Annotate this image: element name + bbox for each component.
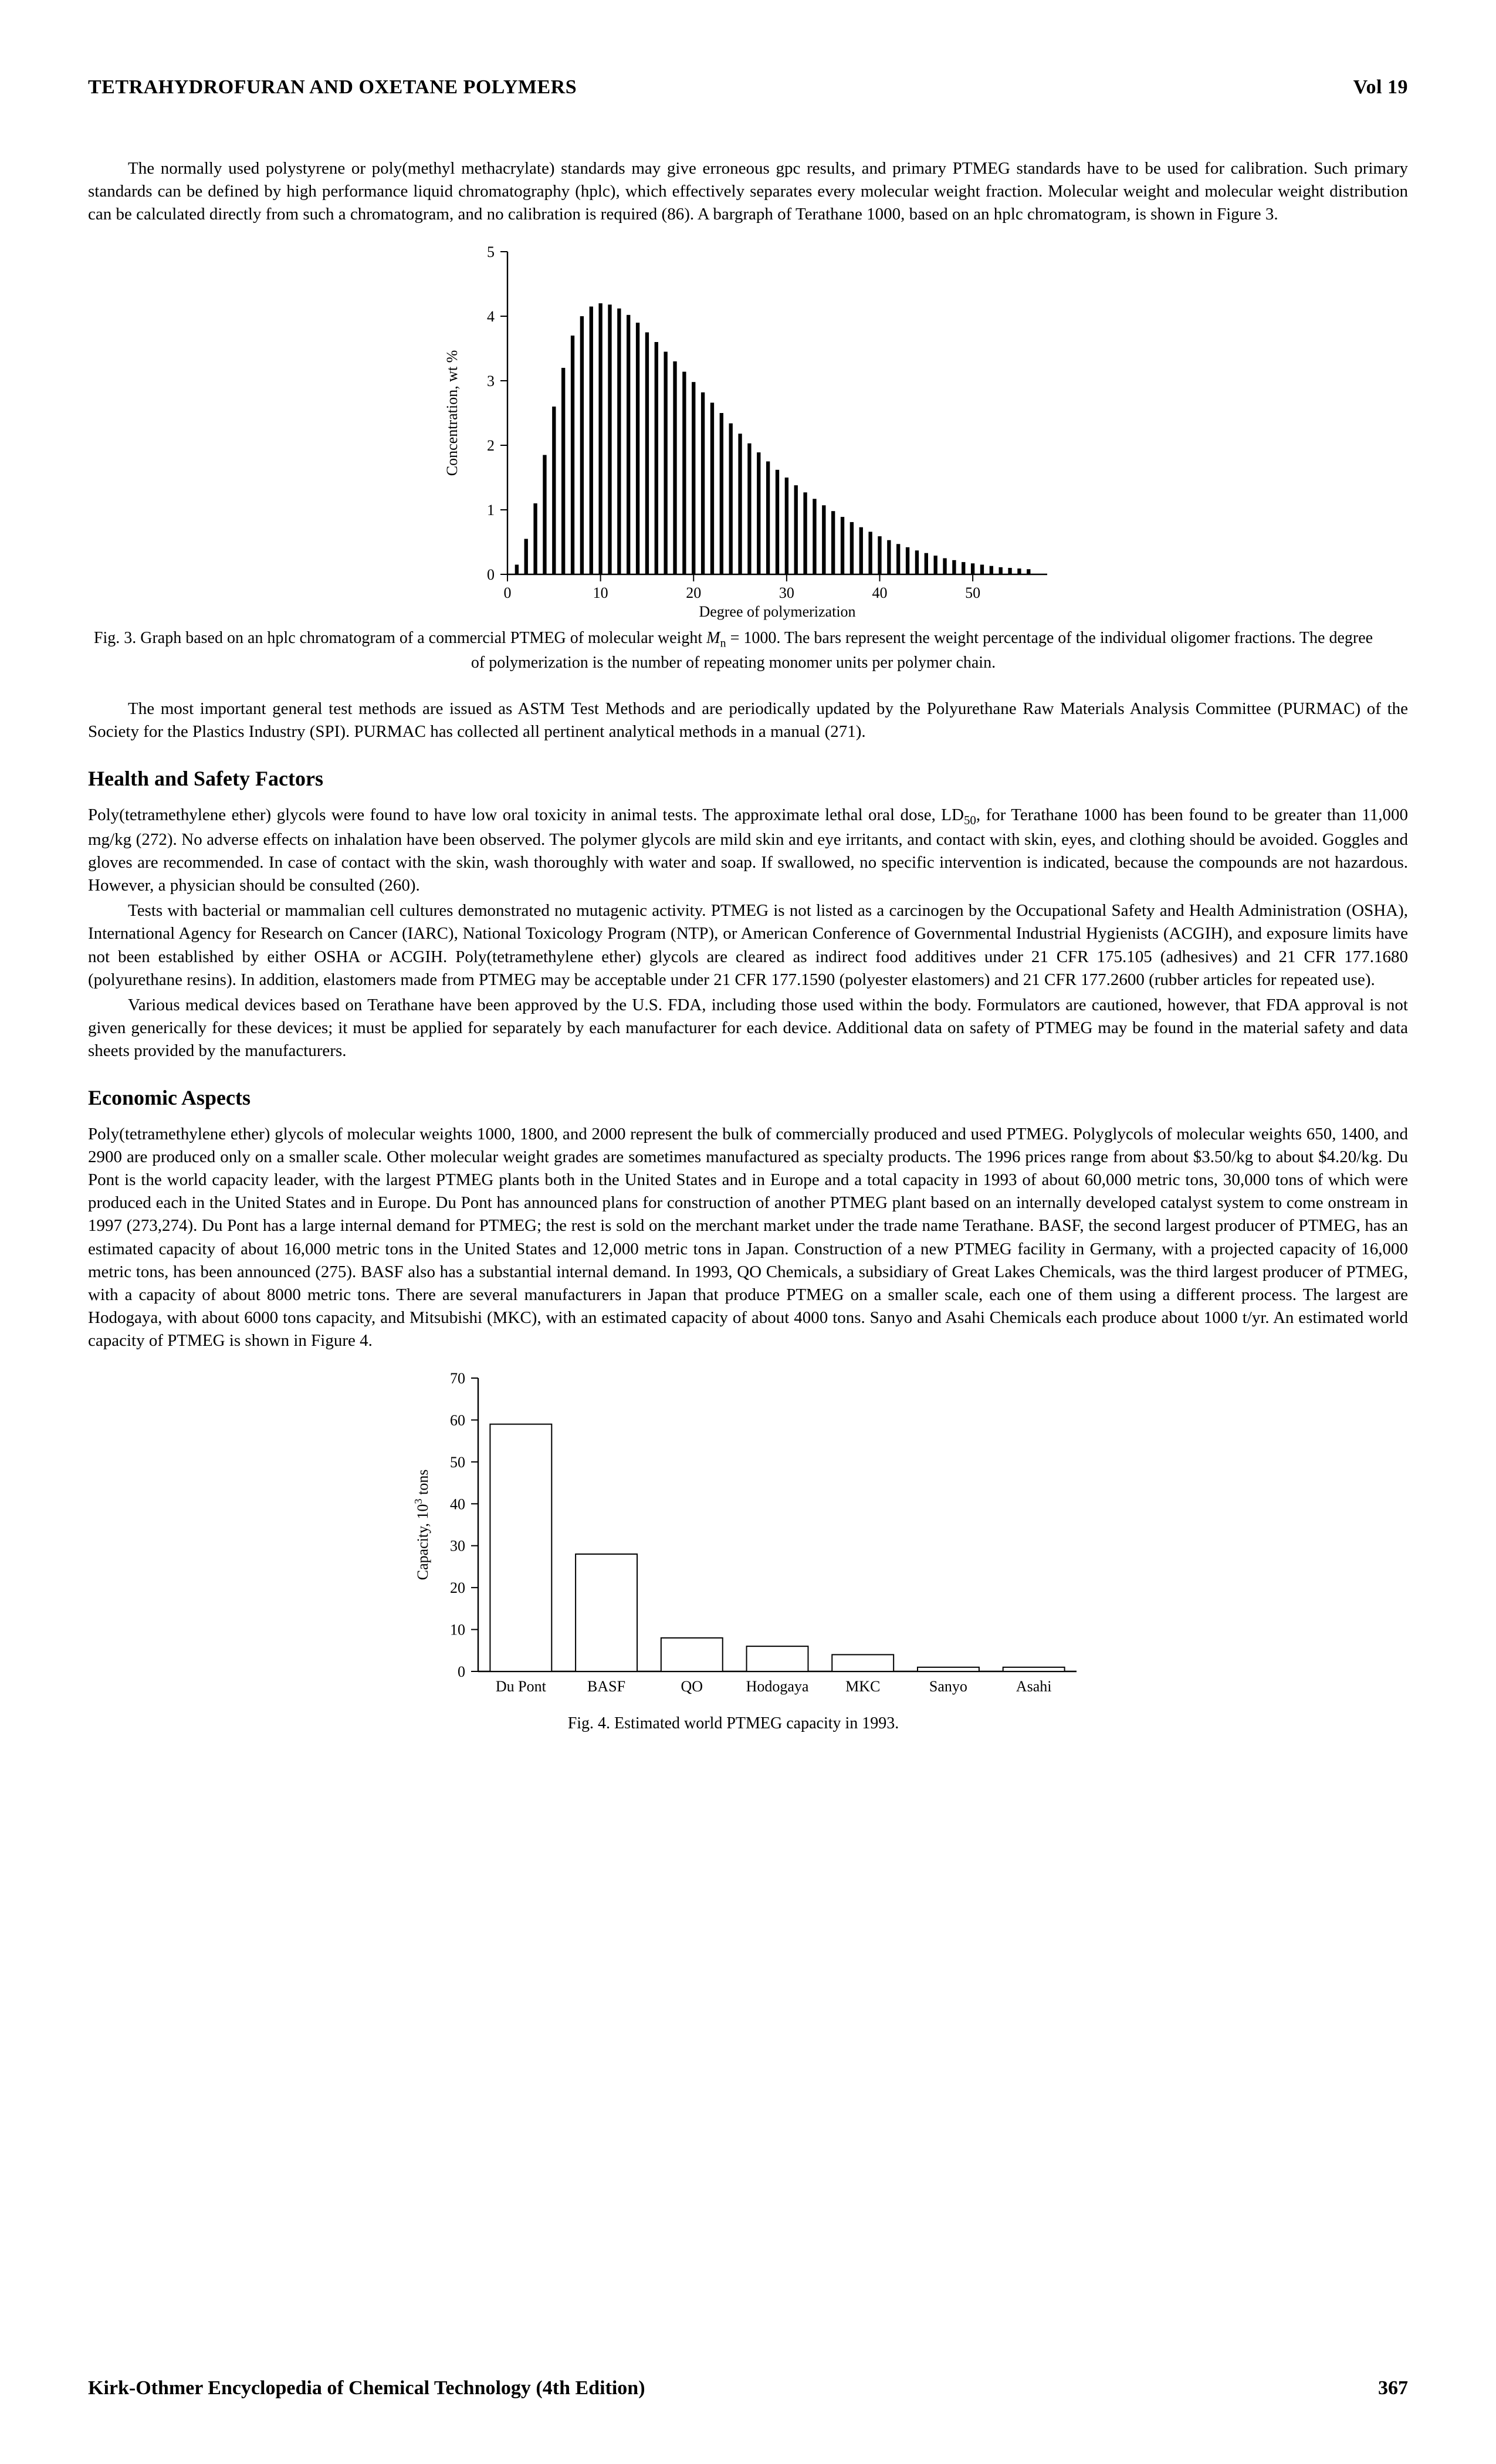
svg-text:1: 1 xyxy=(487,502,495,519)
para-5: Various medical devices based on Teratha… xyxy=(88,994,1408,1062)
header-volume: Vol 19 xyxy=(1353,76,1408,99)
svg-text:Sanyo: Sanyo xyxy=(929,1678,967,1695)
svg-text:0: 0 xyxy=(458,1663,465,1680)
svg-text:0: 0 xyxy=(504,584,512,601)
svg-text:20: 20 xyxy=(686,584,701,601)
svg-text:40: 40 xyxy=(872,584,887,601)
svg-text:Degree of polymerization: Degree of polymerization xyxy=(699,603,855,620)
svg-text:2: 2 xyxy=(487,437,495,454)
page: TETRAHYDROFURAN AND OXETANE POLYMERS Vol… xyxy=(0,0,1496,2464)
svg-text:QO: QO xyxy=(681,1678,703,1695)
svg-text:5: 5 xyxy=(487,243,495,260)
heading-health: Health and Safety Factors xyxy=(88,764,1408,793)
svg-text:30: 30 xyxy=(779,584,794,601)
svg-text:Capacity, 103 tons: Capacity, 103 tons xyxy=(412,1470,431,1580)
svg-text:20: 20 xyxy=(450,1579,465,1596)
heading-econ: Economic Aspects xyxy=(88,1084,1408,1112)
para-2: The most important general test methods … xyxy=(88,698,1408,743)
para-3: Poly(tetramethylene ether) glycols were … xyxy=(88,804,1408,897)
figure-4-chart: 0 10 20 30 40 50 60 70 Du Pont BASF QO Hodogaya MKC S… xyxy=(402,1366,1094,1712)
page-header: TETRAHYDROFURAN AND OXETANE POLYMERS Vol… xyxy=(88,76,1408,99)
para-4: Tests with bacterial or mammalian cell c… xyxy=(88,899,1408,991)
figure-4-wrap: 0 10 20 30 40 50 60 70 Du Pont BASF QO Hodogaya MKC S… xyxy=(88,1366,1408,1712)
figure-3-chart: 01234501020304050Degree of polymerizatio… xyxy=(431,240,1065,627)
figure-3-wrap: 01234501020304050Degree of polymerizatio… xyxy=(88,240,1408,627)
para-1: The normally used polystyrene or poly(me… xyxy=(88,157,1408,226)
para-6: Poly(tetramethylene ether) glycols of mo… xyxy=(88,1123,1408,1352)
svg-text:30: 30 xyxy=(450,1538,465,1555)
figure-3-caption: Fig. 3. Graph based on an hplc chromatog… xyxy=(88,627,1379,674)
svg-text:10: 10 xyxy=(450,1622,465,1639)
svg-text:10: 10 xyxy=(593,584,608,601)
figure-4-caption: Fig. 4. Estimated world PTMEG capacity i… xyxy=(88,1712,1379,1735)
body: The normally used polystyrene or poly(me… xyxy=(88,157,1408,1735)
svg-text:Du Pont: Du Pont xyxy=(496,1678,547,1695)
svg-text:70: 70 xyxy=(450,1370,465,1387)
svg-text:4: 4 xyxy=(487,308,495,325)
svg-text:MKC: MKC xyxy=(845,1678,880,1695)
footer-page: 367 xyxy=(1378,2377,1408,2399)
page-footer: Kirk-Othmer Encyclopedia of Chemical Tec… xyxy=(88,2377,1408,2399)
svg-text:50: 50 xyxy=(450,1454,465,1471)
svg-text:0: 0 xyxy=(487,566,495,583)
svg-text:50: 50 xyxy=(965,584,980,601)
svg-text:Concentration, wt %: Concentration, wt % xyxy=(444,350,461,476)
footer-book: Kirk-Othmer Encyclopedia of Chemical Tec… xyxy=(88,2377,645,2399)
svg-text:40: 40 xyxy=(450,1496,465,1513)
svg-text:Asahi: Asahi xyxy=(1016,1678,1052,1695)
svg-text:Hodogaya: Hodogaya xyxy=(746,1678,809,1695)
header-title: TETRAHYDROFURAN AND OXETANE POLYMERS xyxy=(88,76,577,99)
svg-text:3: 3 xyxy=(487,373,495,390)
svg-text:60: 60 xyxy=(450,1412,465,1429)
svg-text:BASF: BASF xyxy=(587,1678,625,1695)
